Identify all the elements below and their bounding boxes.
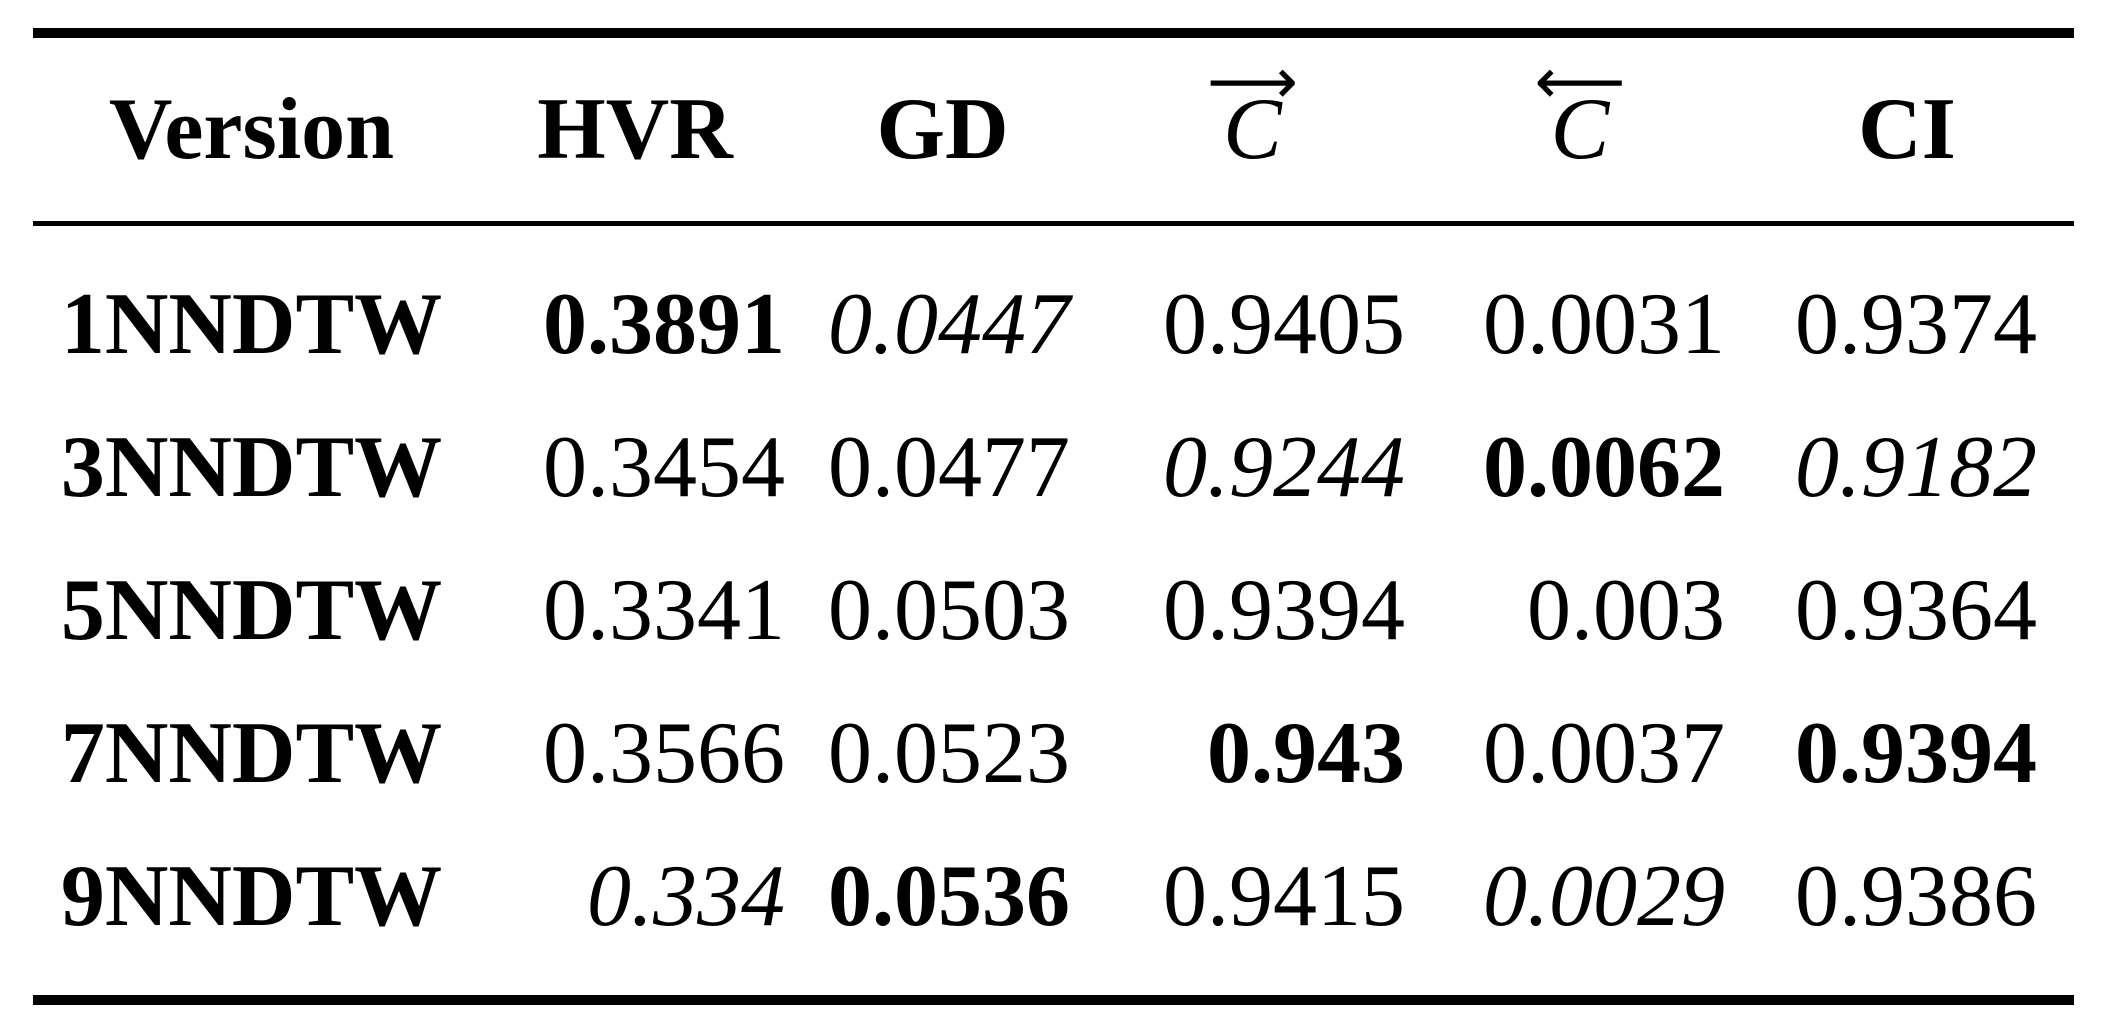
backward-c-cell: 0.0062 bbox=[1420, 423, 1740, 512]
gd-cell: 0.0523 bbox=[800, 709, 1085, 798]
column-header-label: C bbox=[1550, 80, 1610, 178]
column-header-label: CI bbox=[1858, 80, 1956, 178]
cell-value: 0.0477 bbox=[828, 418, 1070, 516]
cell-value: 0.3454 bbox=[543, 418, 785, 516]
forward-c-symbol: ⟶ C bbox=[1207, 49, 1298, 174]
gd-cell: 0.0447 bbox=[800, 280, 1085, 369]
column-header-forward-c: ⟶ C bbox=[1085, 49, 1420, 174]
ci-cell: 0.9394 bbox=[1740, 709, 2074, 798]
table-header-row: Version HVR GD ⟶ C ⟵ C CI bbox=[33, 38, 2074, 221]
cell-value: 0.003 bbox=[1527, 561, 1725, 659]
cell-value: 0.943 bbox=[1207, 704, 1405, 802]
gd-cell: 0.0503 bbox=[800, 566, 1085, 655]
cell-value: 0.3891 bbox=[543, 275, 785, 373]
right-arrow-icon: ⟶ bbox=[1207, 43, 1298, 118]
table-row-3nndtw: 3NNDTW 0.3454 0.0477 0.9244 0.0062 0.918… bbox=[33, 396, 2074, 539]
version-label: 5NNDTW bbox=[60, 561, 443, 659]
cell-value: 0.0523 bbox=[828, 704, 1070, 802]
cell-value: 0.9394 bbox=[1163, 561, 1405, 659]
forward-c-cell: 0.9405 bbox=[1085, 280, 1420, 369]
cell-value: 0.334 bbox=[587, 847, 785, 945]
version-cell: 9NNDTW bbox=[33, 852, 470, 941]
column-header-backward-c: ⟵ C bbox=[1420, 49, 1740, 174]
cell-value: 0.0447 bbox=[828, 275, 1070, 373]
table-row-5nndtw: 5NNDTW 0.3341 0.0503 0.9394 0.003 0.9364 bbox=[33, 539, 2074, 682]
column-header-gd: GD bbox=[800, 80, 1085, 178]
ci-cell: 0.9364 bbox=[1740, 566, 2074, 655]
table-row-9nndtw: 9NNDTW 0.334 0.0536 0.9415 0.0029 0.9386 bbox=[33, 825, 2074, 968]
forward-c-cell: 0.943 bbox=[1085, 709, 1420, 798]
cell-value: 0.9244 bbox=[1163, 418, 1405, 516]
cell-value: 0.0503 bbox=[828, 561, 1070, 659]
hvr-cell: 0.3566 bbox=[470, 709, 800, 798]
version-label: 3NNDTW bbox=[60, 418, 443, 516]
ci-cell: 0.9182 bbox=[1740, 423, 2074, 512]
hvr-cell: 0.334 bbox=[470, 852, 800, 941]
table-row-1nndtw: 1NNDTW 0.3891 0.0447 0.9405 0.0031 0.937… bbox=[33, 253, 2074, 396]
table-top-rule bbox=[33, 28, 2074, 38]
cell-value: 0.9394 bbox=[1795, 704, 2037, 802]
column-header-hvr: HVR bbox=[470, 80, 800, 178]
ci-cell: 0.9374 bbox=[1740, 280, 2074, 369]
column-header-label: HVR bbox=[537, 80, 733, 178]
column-header-label: Version bbox=[108, 80, 395, 178]
cell-value: 0.3566 bbox=[543, 704, 785, 802]
gd-cell: 0.0536 bbox=[800, 852, 1085, 941]
column-header-label: GD bbox=[876, 80, 1009, 178]
column-header-label: C bbox=[1223, 80, 1282, 178]
forward-c-cell: 0.9415 bbox=[1085, 852, 1420, 941]
cell-value: 0.9374 bbox=[1795, 275, 2037, 373]
hvr-cell: 0.3891 bbox=[470, 280, 800, 369]
version-label: 9NNDTW bbox=[60, 847, 443, 945]
left-arrow-icon: ⟵ bbox=[1534, 43, 1626, 118]
cell-value: 0.3341 bbox=[543, 561, 785, 659]
results-table: Version HVR GD ⟶ C ⟵ C CI 1NNDTW 0.3891 0.… bbox=[33, 0, 2074, 1005]
version-label: 1NNDTW bbox=[60, 275, 443, 373]
version-label: 7NNDTW bbox=[60, 704, 443, 802]
cell-value: 0.9182 bbox=[1795, 418, 2037, 516]
cell-value: 0.9386 bbox=[1795, 847, 2037, 945]
cell-value: 0.0031 bbox=[1483, 275, 1725, 373]
version-cell: 1NNDTW bbox=[33, 280, 470, 369]
table-row-7nndtw: 7NNDTW 0.3566 0.0523 0.943 0.0037 0.9394 bbox=[33, 682, 2074, 825]
column-header-version: Version bbox=[33, 80, 470, 178]
forward-c-cell: 0.9394 bbox=[1085, 566, 1420, 655]
cell-value: 0.9364 bbox=[1795, 561, 2037, 659]
backward-c-symbol: ⟵ C bbox=[1535, 49, 1626, 174]
version-cell: 7NNDTW bbox=[33, 709, 470, 798]
cell-value: 0.0029 bbox=[1483, 847, 1725, 945]
ci-cell: 0.9386 bbox=[1740, 852, 2074, 941]
column-header-ci: CI bbox=[1740, 80, 2074, 178]
table-bottom-rule bbox=[33, 995, 2074, 1005]
gd-cell: 0.0477 bbox=[800, 423, 1085, 512]
forward-c-cell: 0.9244 bbox=[1085, 423, 1420, 512]
hvr-cell: 0.3341 bbox=[470, 566, 800, 655]
version-cell: 5NNDTW bbox=[33, 566, 470, 655]
table-body: 1NNDTW 0.3891 0.0447 0.9405 0.0031 0.937… bbox=[33, 226, 2074, 995]
version-cell: 3NNDTW bbox=[33, 423, 470, 512]
cell-value: 0.9405 bbox=[1163, 275, 1405, 373]
hvr-cell: 0.3454 bbox=[470, 423, 800, 512]
cell-value: 0.9415 bbox=[1163, 847, 1405, 945]
cell-value: 0.0062 bbox=[1483, 418, 1725, 516]
backward-c-cell: 0.003 bbox=[1420, 566, 1740, 655]
backward-c-cell: 0.0031 bbox=[1420, 280, 1740, 369]
backward-c-cell: 0.0029 bbox=[1420, 852, 1740, 941]
cell-value: 0.0037 bbox=[1483, 704, 1725, 802]
backward-c-cell: 0.0037 bbox=[1420, 709, 1740, 798]
table-mid-rule bbox=[33, 221, 2074, 226]
cell-value: 0.0536 bbox=[828, 847, 1070, 945]
